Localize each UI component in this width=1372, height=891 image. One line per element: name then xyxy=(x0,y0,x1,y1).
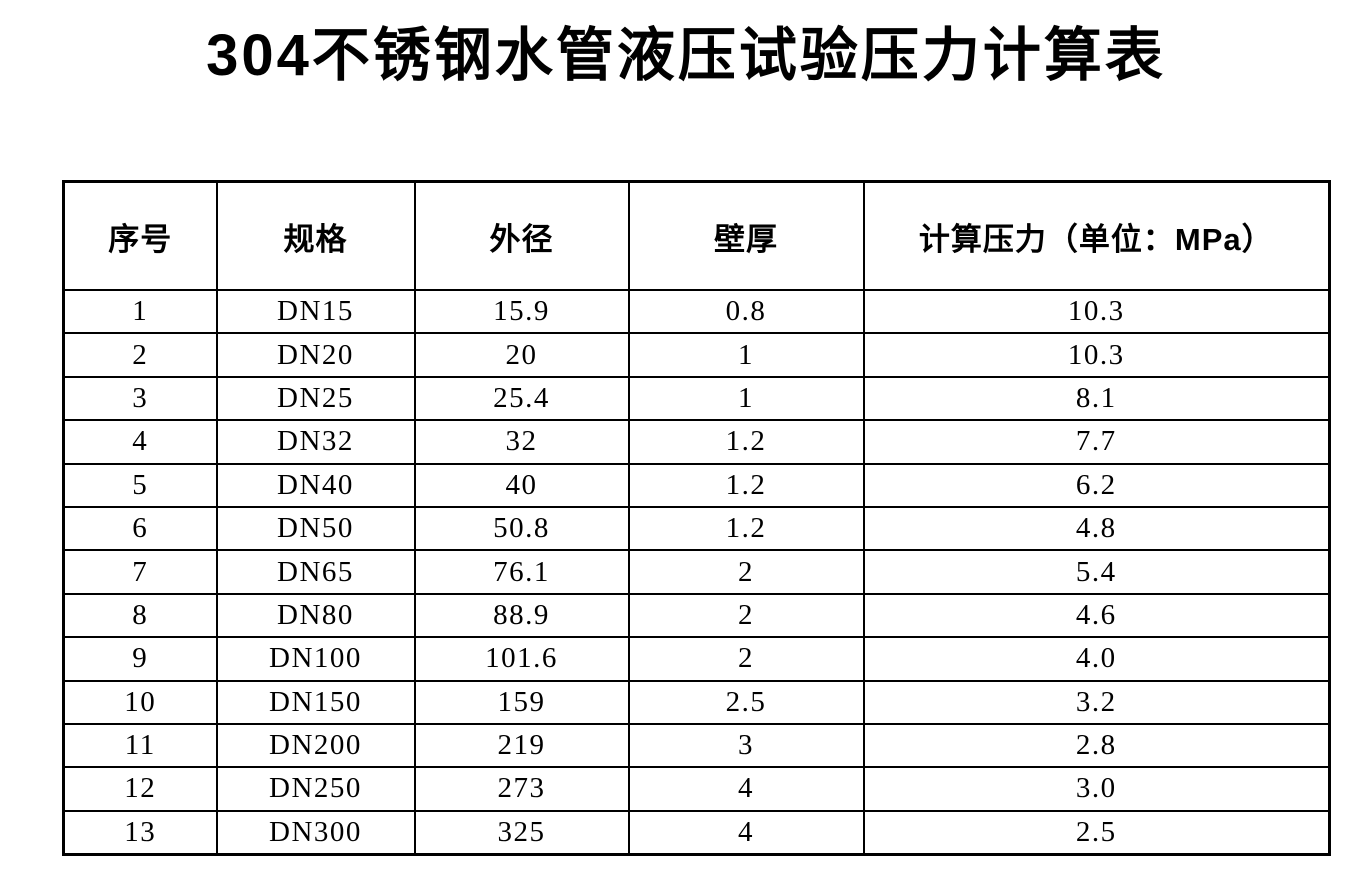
table-row: 11 DN200 219 3 2.8 xyxy=(62,722,1331,769)
table-cell: 25.4 xyxy=(413,375,630,422)
table-cell: 15.9 xyxy=(413,288,630,335)
table-cell: 3 xyxy=(62,375,218,422)
table-cell: 7.7 xyxy=(862,419,1331,465)
pressure-calculation-table: 序号 规格 外径 壁厚 计算压力（单位：MPa） 1 DN15 15.9 0.8 10.3 2 DN… xyxy=(62,180,1331,857)
table-cell: 8 xyxy=(62,592,218,639)
table-cell: 10.3 xyxy=(862,288,1331,335)
table-cell: 1.2 xyxy=(627,462,865,508)
table-cell: 11 xyxy=(62,722,218,769)
table-cell: 4 xyxy=(62,419,218,465)
table-cell: 1.2 xyxy=(627,419,865,465)
table-cell: DN20 xyxy=(215,332,416,378)
table-row: 6 DN50 50.8 1.2 4.8 xyxy=(62,505,1331,552)
table-cell: 4.0 xyxy=(862,636,1331,682)
table-cell: 12 xyxy=(62,766,218,812)
table-cell: DN200 xyxy=(215,722,416,769)
table-cell: 6.2 xyxy=(862,462,1331,508)
table-cell: DN100 xyxy=(215,636,416,682)
table-row: 9 DN100 101.6 2 4.0 xyxy=(62,636,1331,682)
table-cell: DN250 xyxy=(215,766,416,812)
table-cell: 2.5 xyxy=(627,679,865,725)
table-cell: 2.5 xyxy=(862,809,1331,856)
table-row: 12 DN250 273 4 3.0 xyxy=(62,766,1331,812)
table-body: 1 DN15 15.9 0.8 10.3 2 DN20 20 1 10.3 3 DN25 25.4 1 8.… xyxy=(62,288,1331,856)
column-header-0: 序号 xyxy=(62,180,218,291)
table-cell: DN50 xyxy=(215,505,416,552)
table-cell: 4 xyxy=(627,766,865,812)
table-cell: 32 xyxy=(413,419,630,465)
table-cell: 13 xyxy=(62,809,218,856)
table-cell: 76.1 xyxy=(413,549,630,595)
table-cell: 1 xyxy=(627,332,865,378)
table-cell: 1 xyxy=(62,288,218,335)
page-title: 304不锈钢水管液压试验压力计算表 xyxy=(206,23,1166,88)
table-cell: 3 xyxy=(627,722,865,769)
table-cell: DN25 xyxy=(215,375,416,422)
table-cell: DN300 xyxy=(215,809,416,856)
table-cell: 159 xyxy=(413,679,630,725)
table-cell: 4 xyxy=(627,809,865,856)
table-cell: 9 xyxy=(62,636,218,682)
table-cell: 1 xyxy=(627,375,865,422)
table-cell: 325 xyxy=(413,809,630,856)
table-cell: 10.3 xyxy=(862,332,1331,378)
table-row: 10 DN150 159 2.5 3.2 xyxy=(62,679,1331,725)
table-row: 1 DN15 15.9 0.8 10.3 xyxy=(62,288,1331,335)
table-cell: 50.8 xyxy=(413,505,630,552)
table-cell: 0.8 xyxy=(627,288,865,335)
table-cell: 8.1 xyxy=(862,375,1331,422)
table-cell: DN32 xyxy=(215,419,416,465)
column-header-4: 计算压力（单位：MPa） xyxy=(862,180,1331,291)
table-cell: 20 xyxy=(413,332,630,378)
table-cell: 219 xyxy=(413,722,630,769)
table-row: 13 DN300 325 4 2.5 xyxy=(62,809,1331,856)
table-cell: 10 xyxy=(62,679,218,725)
table-cell: 88.9 xyxy=(413,592,630,639)
column-header-1: 规格 xyxy=(215,180,416,291)
table-cell: 5 xyxy=(62,462,218,508)
table-cell: 1.2 xyxy=(627,505,865,552)
table-cell: 6 xyxy=(62,505,218,552)
table-cell: 3.2 xyxy=(862,679,1331,725)
table-cell: DN65 xyxy=(215,549,416,595)
table-cell: 2 xyxy=(627,592,865,639)
table-cell: 2.8 xyxy=(862,722,1331,769)
table-cell: 5.4 xyxy=(862,549,1331,595)
table-cell: 2 xyxy=(627,636,865,682)
table-row: 8 DN80 88.9 2 4.6 xyxy=(62,592,1331,639)
table-cell: 273 xyxy=(413,766,630,812)
table-cell: DN150 xyxy=(215,679,416,725)
table-cell: 2 xyxy=(62,332,218,378)
table-cell: 4.8 xyxy=(862,505,1331,552)
table-cell: DN40 xyxy=(215,462,416,508)
table-row: 7 DN65 76.1 2 5.4 xyxy=(62,549,1331,595)
table-cell: 4.6 xyxy=(862,592,1331,639)
table-cell: 7 xyxy=(62,549,218,595)
column-header-2: 外径 xyxy=(413,180,630,291)
table-cell: 40 xyxy=(413,462,630,508)
table-row: 5 DN40 40 1.2 6.2 xyxy=(62,462,1331,508)
table-row: 2 DN20 20 1 10.3 xyxy=(62,332,1331,378)
column-header-3: 壁厚 xyxy=(627,180,865,291)
table-cell: DN15 xyxy=(215,288,416,335)
table-header-row: 序号 规格 外径 壁厚 计算压力（单位：MPa） xyxy=(62,180,1331,291)
table-cell: DN80 xyxy=(215,592,416,639)
table-cell: 3.0 xyxy=(862,766,1331,812)
table-cell: 101.6 xyxy=(413,636,630,682)
table-row: 3 DN25 25.4 1 8.1 xyxy=(62,375,1331,422)
table-cell: 2 xyxy=(627,549,865,595)
table-row: 4 DN32 32 1.2 7.7 xyxy=(62,419,1331,465)
